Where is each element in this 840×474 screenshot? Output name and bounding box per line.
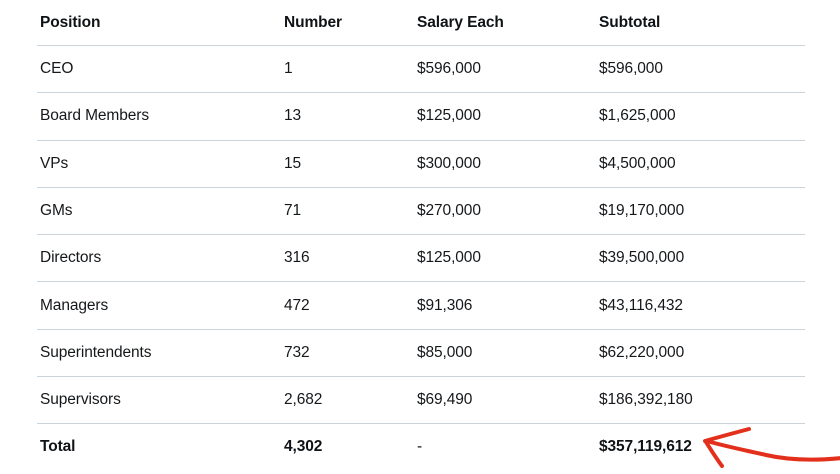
total-label: Total xyxy=(40,438,76,456)
cell-number: 2,682 xyxy=(284,391,323,409)
cell-subtotal: $43,116,432 xyxy=(599,296,683,314)
cell-subtotal: $4,500,000 xyxy=(599,154,676,172)
cell-salary_each: $596,000 xyxy=(417,60,481,78)
column-header-position: Position xyxy=(40,13,101,31)
table-header-row: Position Number Salary Each Subtotal xyxy=(37,0,805,46)
table-row: CEO 1 $596,000 $596,000 xyxy=(37,46,805,94)
table-total-row: Total 4,302 - $357,119,612 xyxy=(37,424,805,470)
cell-subtotal: $39,500,000 xyxy=(599,249,685,267)
cell-salary_each: $270,000 xyxy=(417,202,481,220)
cell-position: GMs xyxy=(40,202,73,220)
cell-number: 316 xyxy=(284,249,310,267)
cell-salary_each: $85,000 xyxy=(417,343,473,361)
total-number: 4,302 xyxy=(284,438,323,456)
table-row: Board Members 13 $125,000 $1,625,000 xyxy=(37,93,805,141)
cell-subtotal: $62,220,000 xyxy=(599,343,685,361)
total-salary-each-dash: - xyxy=(417,438,423,456)
cell-number: 71 xyxy=(284,202,302,220)
column-header-number: Number xyxy=(284,13,342,31)
table-body: CEO 1 $596,000 $596,000 Board Members 13 $125,… xyxy=(37,46,805,425)
cell-position: Directors xyxy=(40,249,102,267)
cell-salary_each: $125,000 xyxy=(417,249,481,267)
cell-salary_each: $91,306 xyxy=(417,296,473,314)
cell-position: Supervisors xyxy=(40,391,121,409)
cell-subtotal: $186,392,180 xyxy=(599,391,693,409)
cell-number: 472 xyxy=(284,296,310,314)
table-row: Superintendents 732 $85,000 $62,220,000 xyxy=(37,330,805,378)
column-header-subtotal: Subtotal xyxy=(599,13,661,31)
cell-number: 1 xyxy=(284,60,293,78)
total-subtotal: $357,119,612 xyxy=(599,438,692,456)
cell-position: Managers xyxy=(40,296,109,314)
cell-salary_each: $69,490 xyxy=(417,391,473,409)
table-row: GMs 71 $270,000 $19,170,000 xyxy=(37,188,805,236)
table-row: Supervisors 2,682 $69,490 $186,392,180 xyxy=(37,377,805,425)
cell-position: Board Members xyxy=(40,107,149,125)
cell-number: 13 xyxy=(284,107,302,125)
cell-salary_each: $300,000 xyxy=(417,154,481,172)
salary-table: Position Number Salary Each Subtotal CEO… xyxy=(37,0,805,470)
cell-subtotal: $1,625,000 xyxy=(599,107,676,125)
cell-number: 15 xyxy=(284,154,302,172)
table-row: VPs 15 $300,000 $4,500,000 xyxy=(37,141,805,188)
cell-salary_each: $125,000 xyxy=(417,107,481,125)
table-row: Directors 316 $125,000 $39,500,000 xyxy=(37,235,805,283)
column-header-salary-each: Salary Each xyxy=(417,13,504,31)
cell-position: VPs xyxy=(40,154,69,172)
table-row: Managers 472 $91,306 $43,116,432 xyxy=(37,282,805,330)
cell-number: 732 xyxy=(284,343,310,361)
cell-position: Superintendents xyxy=(40,343,152,361)
cell-subtotal: $19,170,000 xyxy=(599,202,685,220)
cell-subtotal: $596,000 xyxy=(599,60,663,78)
cell-position: CEO xyxy=(40,60,74,78)
